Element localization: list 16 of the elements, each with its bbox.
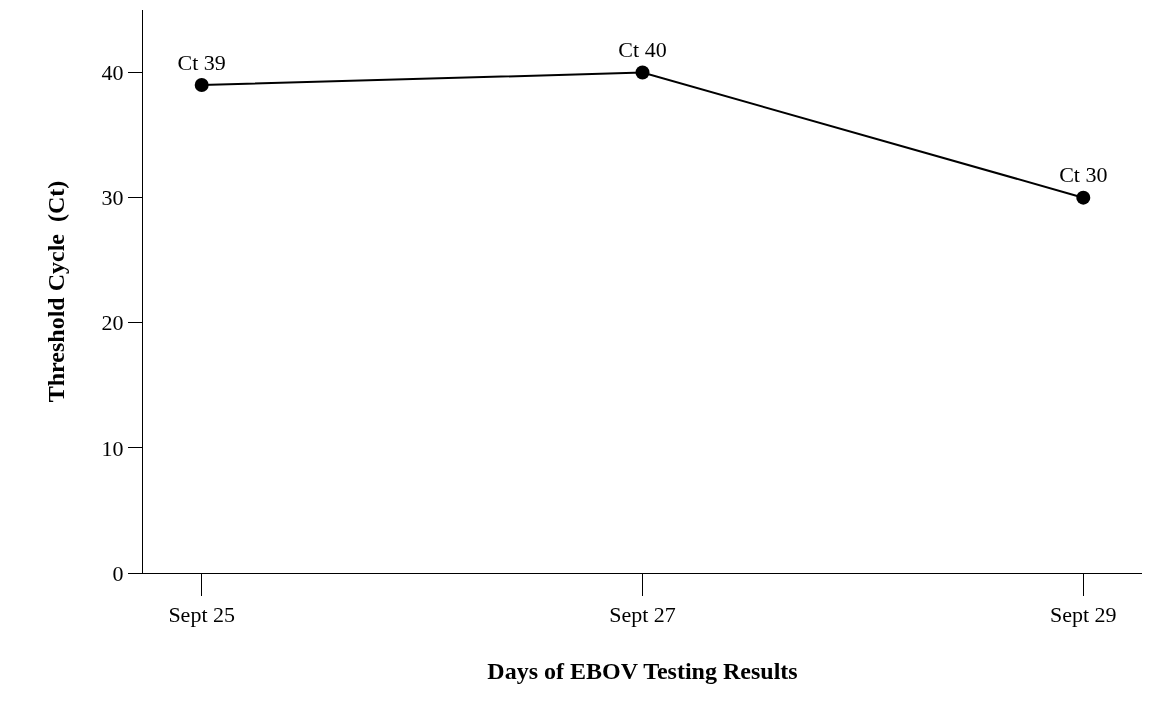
y-tick-label: 20 bbox=[101, 310, 124, 336]
data-label: Ct 30 bbox=[1059, 162, 1108, 188]
x-tick-label: Sept 25 bbox=[168, 602, 236, 628]
data-label: Ct 40 bbox=[618, 37, 667, 63]
point bbox=[635, 65, 650, 80]
point bbox=[1076, 190, 1091, 205]
x-tick-label: Sept 27 bbox=[609, 602, 676, 628]
point bbox=[194, 78, 209, 93]
y-tick-label: 30 bbox=[101, 185, 124, 211]
y-tick-label: 10 bbox=[101, 435, 124, 461]
y-tick-label: 40 bbox=[101, 60, 124, 86]
x-tick-label: Sept 29 bbox=[1049, 602, 1117, 628]
y-axis-title: Threshold Cycle (Ct) bbox=[42, 180, 69, 403]
x-axis-title: Days of EBOV Testing Results bbox=[487, 657, 798, 684]
data-label: Ct 39 bbox=[177, 49, 226, 75]
y-tick-label: 0 bbox=[112, 560, 124, 586]
